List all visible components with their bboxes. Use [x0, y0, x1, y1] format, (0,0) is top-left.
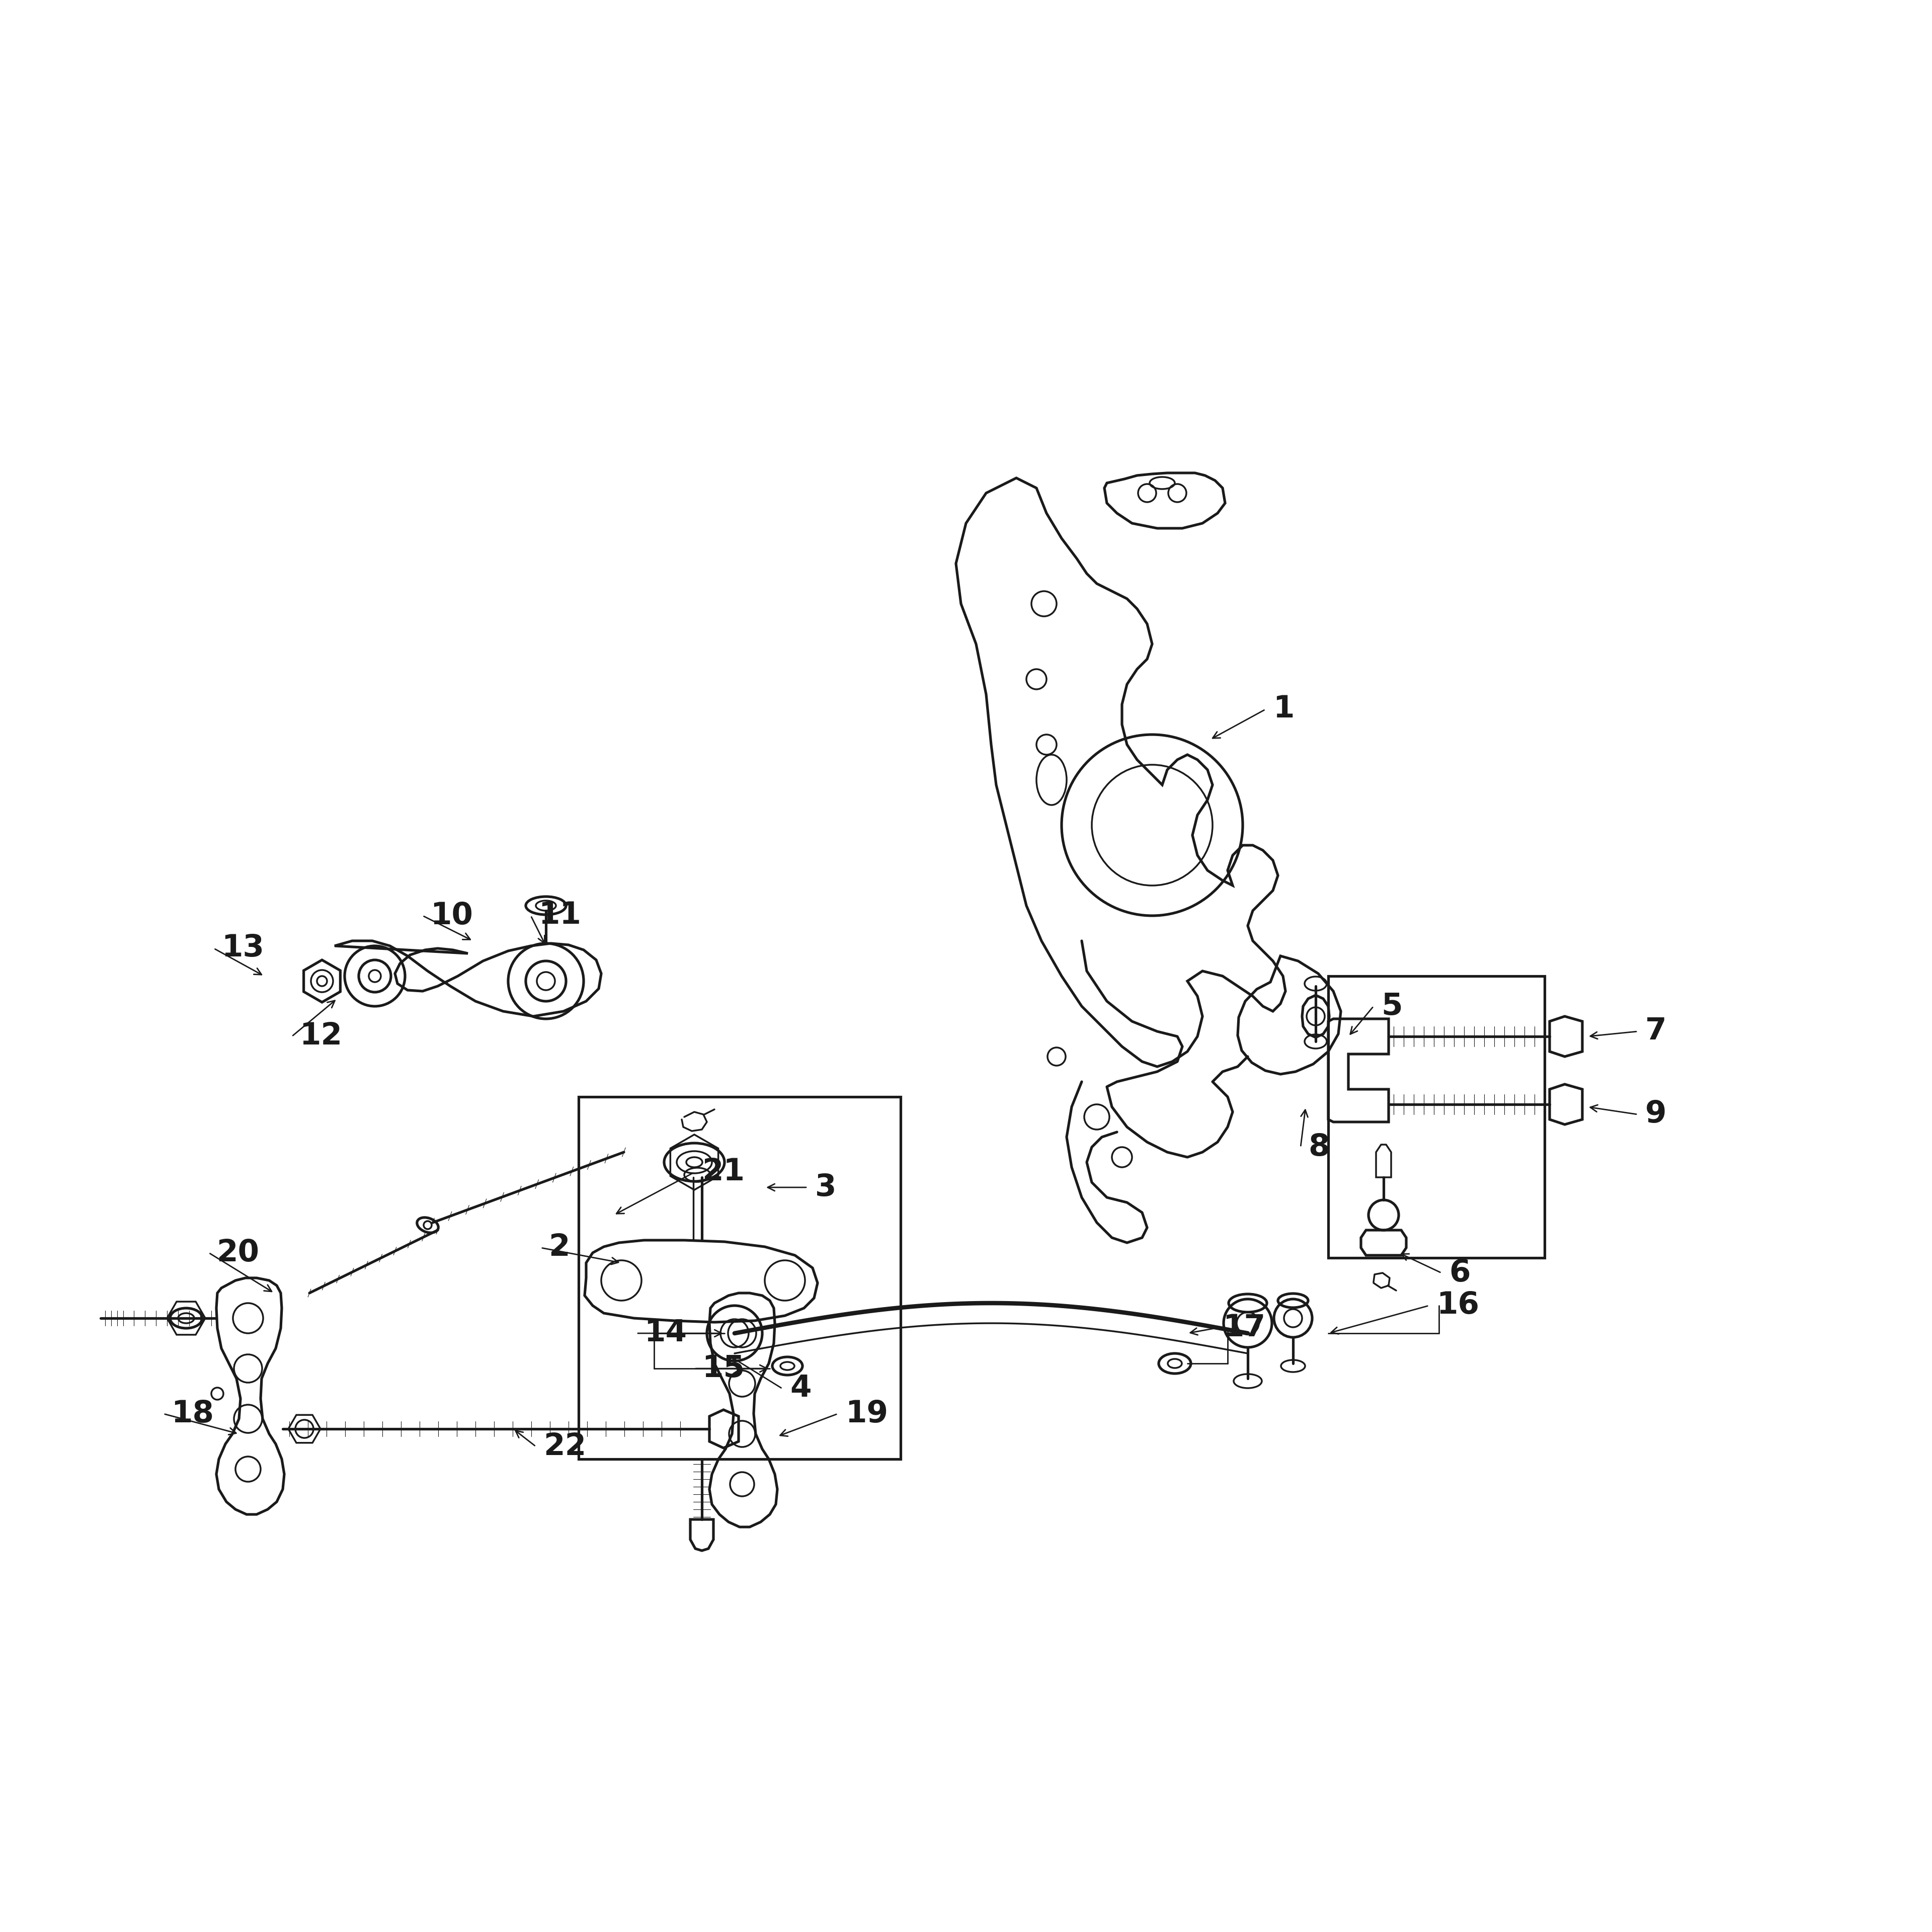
- Text: 7: 7: [1646, 1016, 1667, 1047]
- Text: 14: 14: [643, 1318, 686, 1349]
- Text: 20: 20: [216, 1238, 259, 1267]
- Text: 11: 11: [539, 900, 582, 931]
- Text: 2: 2: [549, 1233, 570, 1264]
- Text: 8: 8: [1308, 1132, 1329, 1161]
- Text: 6: 6: [1449, 1258, 1470, 1289]
- Text: 15: 15: [701, 1354, 744, 1383]
- Bar: [578, 1097, 900, 1459]
- Bar: [1329, 976, 1544, 1258]
- Text: 5: 5: [1381, 991, 1403, 1022]
- Text: 17: 17: [1223, 1314, 1265, 1343]
- Text: 3: 3: [815, 1173, 837, 1202]
- Text: 10: 10: [431, 900, 473, 931]
- Text: 1: 1: [1273, 696, 1294, 725]
- Text: 19: 19: [846, 1399, 889, 1428]
- Text: 13: 13: [222, 933, 265, 964]
- Text: 22: 22: [543, 1432, 585, 1461]
- Text: 18: 18: [172, 1399, 214, 1428]
- Text: 21: 21: [701, 1157, 744, 1186]
- Text: 12: 12: [299, 1022, 342, 1051]
- Text: 4: 4: [790, 1374, 811, 1403]
- Text: 16: 16: [1435, 1291, 1480, 1320]
- Text: 9: 9: [1646, 1099, 1667, 1130]
